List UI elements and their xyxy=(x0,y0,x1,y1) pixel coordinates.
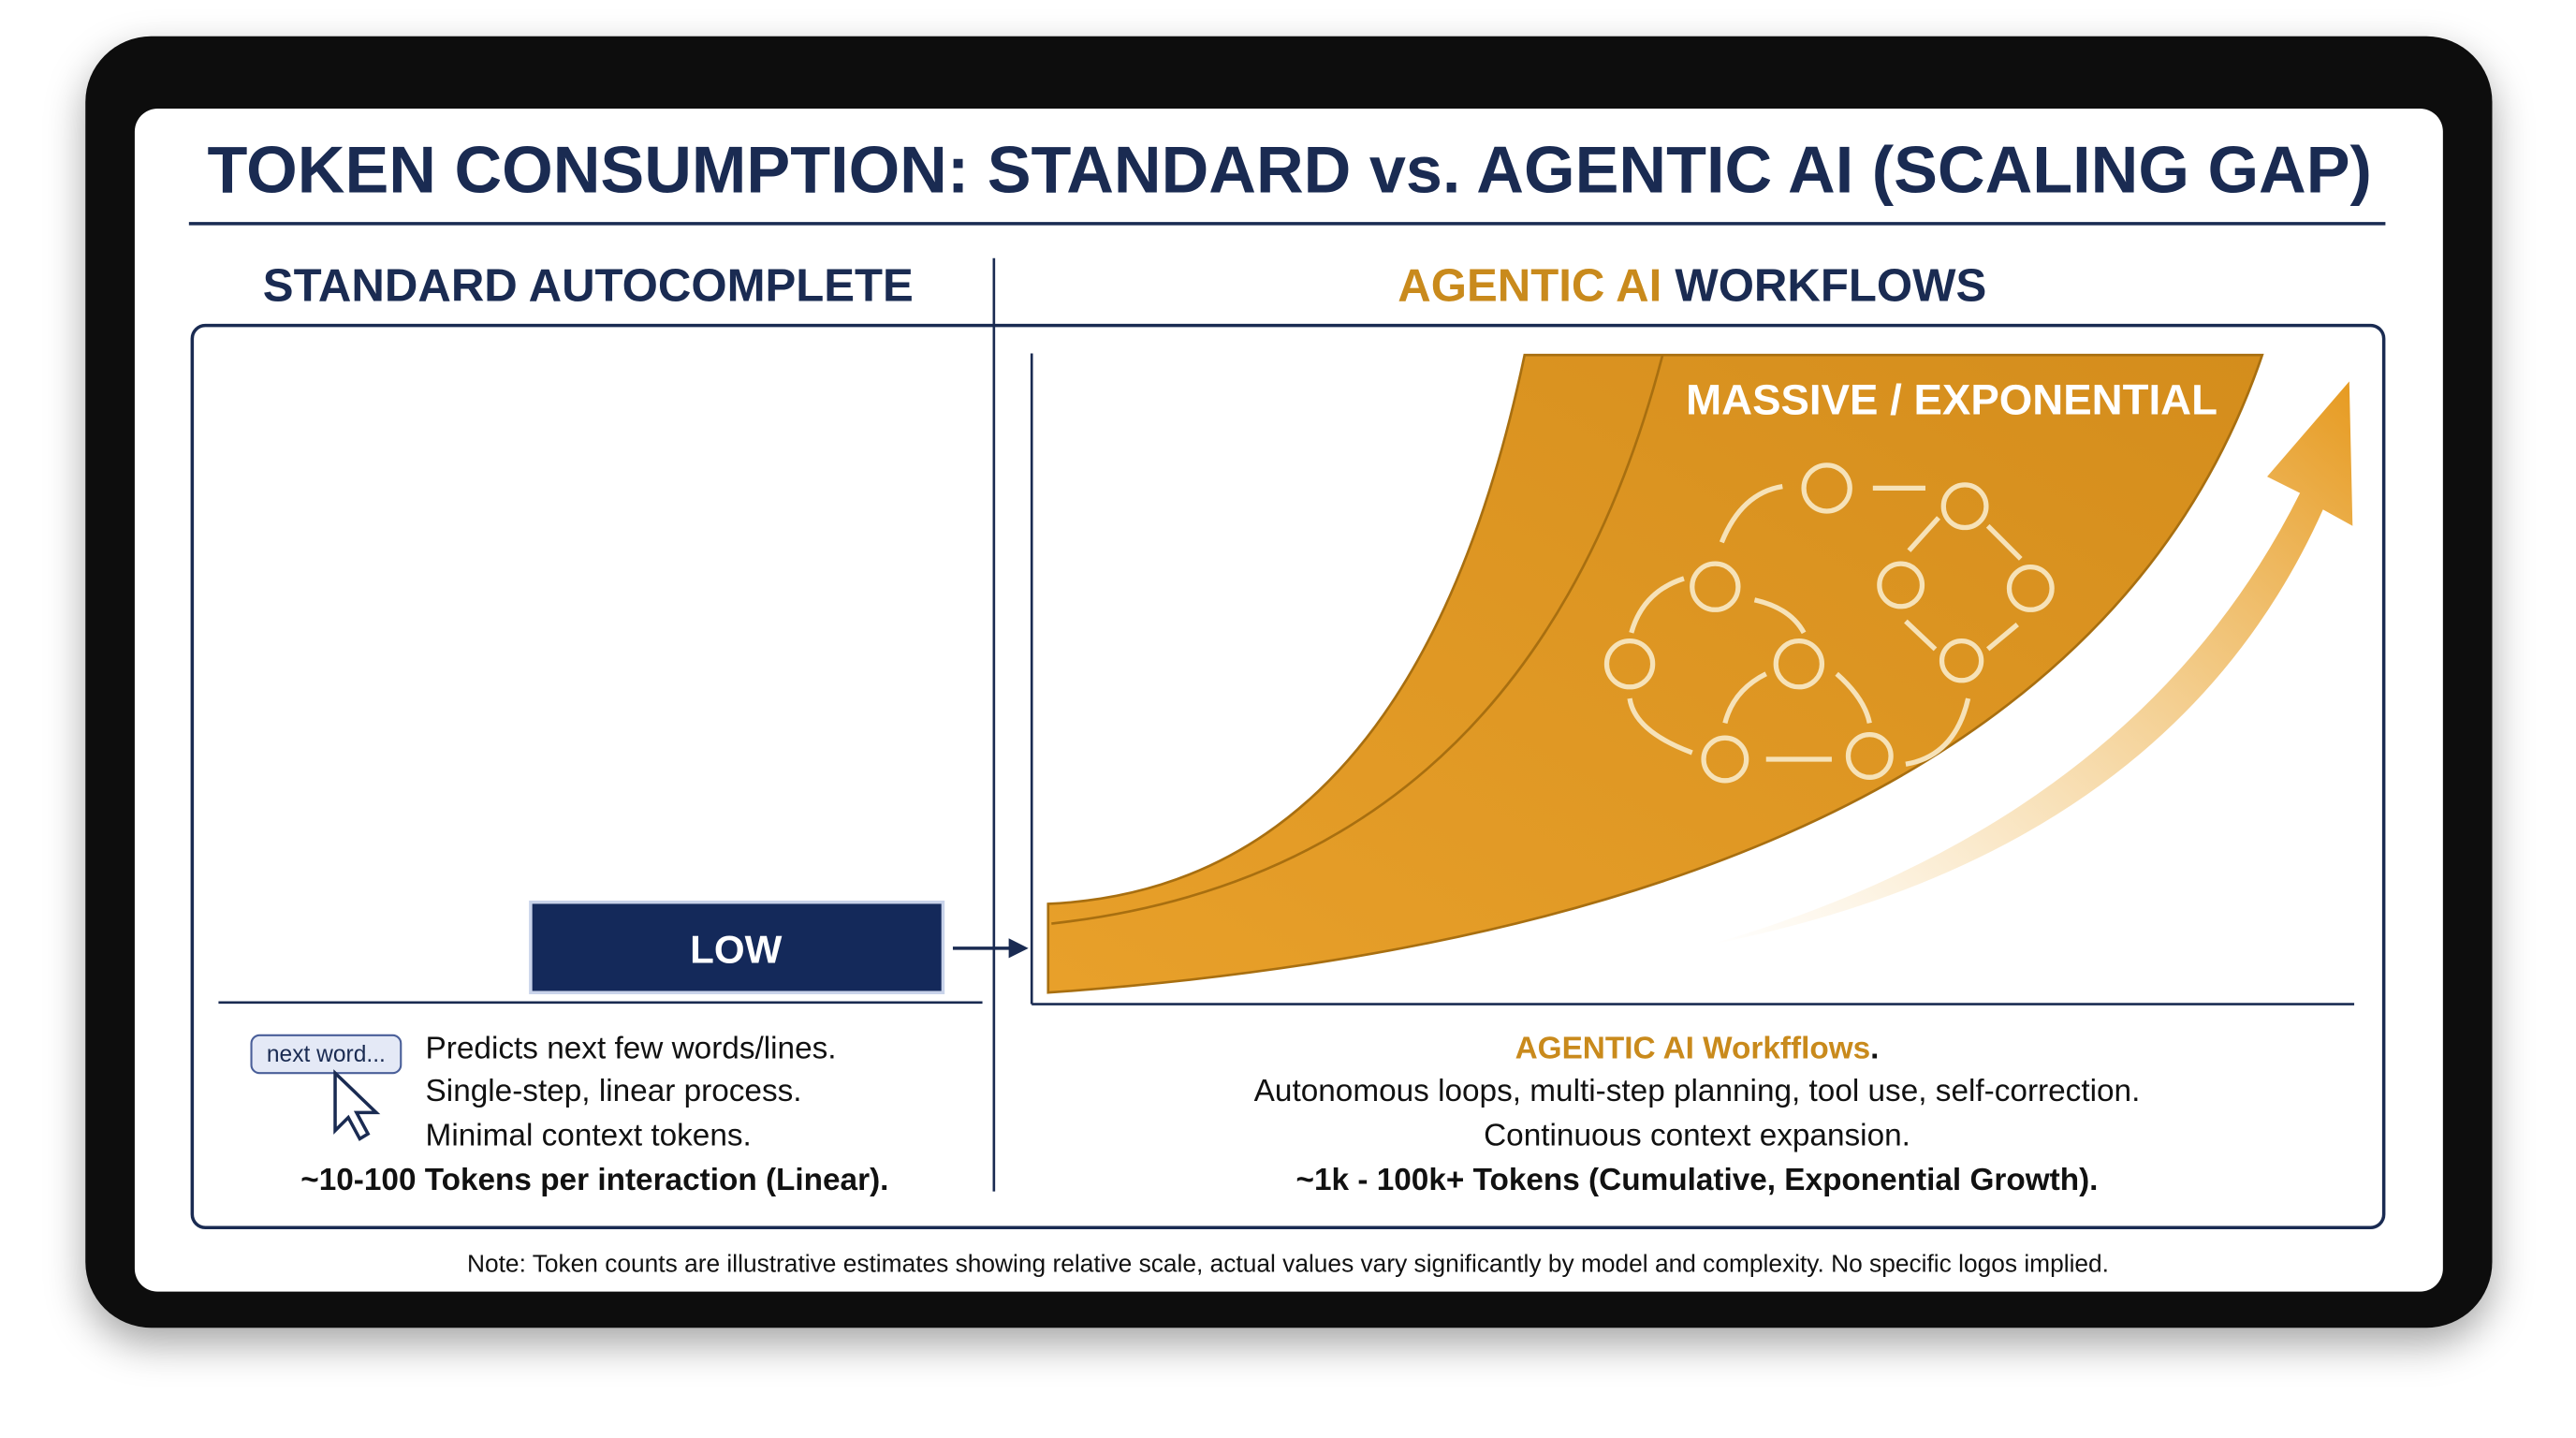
growth-curve xyxy=(1046,353,2264,994)
title: TOKEN CONSUMPTION: STANDARD vs. AGENTIC … xyxy=(208,132,2372,206)
right-line: Continuous context expansion. xyxy=(1484,1118,1910,1152)
right-heading-rest: WORKFLOWS xyxy=(1675,260,1986,311)
agent-loop-icons xyxy=(1603,462,2055,784)
curve-fold xyxy=(1051,354,1664,925)
right-lead: AGENTIC AI Workfflows. xyxy=(1515,1031,1880,1065)
right-lead-end: . xyxy=(1870,1031,1879,1065)
next-word-text: next word... xyxy=(267,1042,386,1067)
cursor-icon xyxy=(333,1069,381,1141)
left-line: Predicts next few words/lines. xyxy=(426,1031,837,1065)
right-summary: ~1k - 100k+ Tokens (Cumulative, Exponent… xyxy=(1296,1163,2099,1197)
panel xyxy=(190,323,2386,1229)
note: Note: Token counts are illustrative esti… xyxy=(467,1250,2109,1278)
next-word-bubble xyxy=(250,1034,402,1075)
left-line: Single-step, linear process. xyxy=(426,1074,802,1108)
left-line: Minimal context tokens. xyxy=(426,1118,752,1152)
arrow-head xyxy=(1008,938,1029,959)
massive-label: MASSIVE / EXPONENTIAL xyxy=(1686,375,2217,423)
right-lead-text: AGENTIC AI Workfflows xyxy=(1515,1031,1871,1065)
low-label: LOW xyxy=(690,928,782,972)
right-heading: AGENTIC AI WORKFLOWS xyxy=(1398,260,1986,311)
right-heading-highlight: AGENTIC AI xyxy=(1398,260,1661,311)
left-summary: ~10-100 Tokens per interaction (Linear). xyxy=(300,1163,888,1197)
growth-arrow xyxy=(1708,381,2353,946)
low-box xyxy=(529,900,945,994)
left-heading: STANDARD AUTOCOMPLETE xyxy=(263,260,914,311)
right-line: Autonomous loops, multi-step planning, t… xyxy=(1254,1074,2141,1108)
